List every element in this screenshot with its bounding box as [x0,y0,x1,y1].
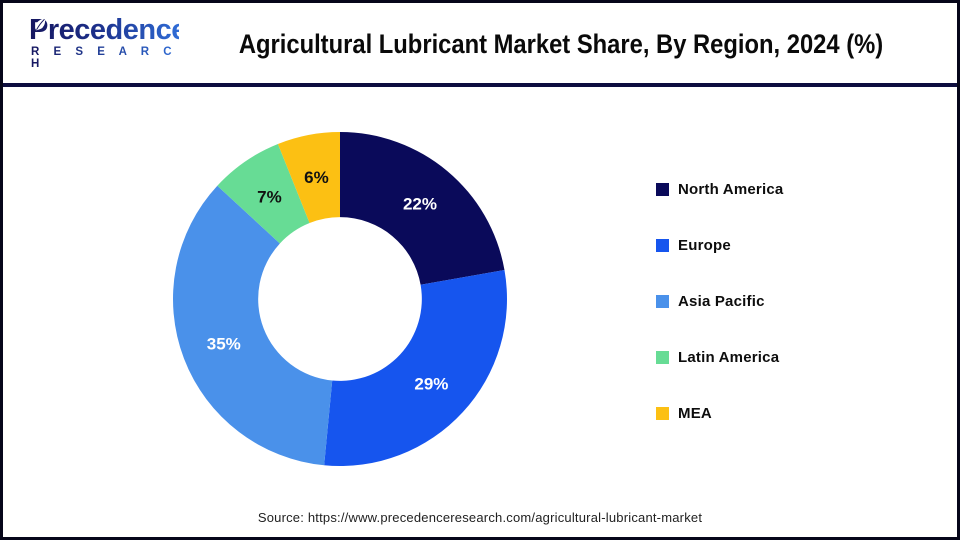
donut-chart: 22% 29% 35% 7% 6% [172,132,507,466]
donut-segment-europe [324,270,507,466]
legend-swatch-north-america [656,182,669,196]
brand-logo: Precedence R E S E A R C H [29,14,187,71]
brand-text: Precedence [29,14,187,46]
legend-label-asia-pacific: Asia Pacific [678,292,765,310]
donut-segment-north-america [340,132,505,285]
donut-value-label-asia-pacific: 35% [207,334,241,353]
donut-segment-mea [277,132,340,224]
donut-value-label-north-america: 22% [403,195,437,214]
legend-swatch-asia-pacific [656,294,669,308]
donut-segment-asia-pacific [172,185,333,466]
chart-legend: North America Europe Asia Pacific Latin Ame… [656,161,783,441]
source-text: Source: https://www.precedenceresearch.c… [257,510,703,525]
donut-value-label-mea: 6% [304,168,329,187]
legend-swatch-latin-america [656,350,669,364]
donut-value-label-latin-america: 7% [257,188,282,207]
legend-label-north-america: North America [678,180,784,198]
legend-swatch-mea [656,406,669,420]
legend-item-mea: MEA [656,385,783,441]
brand-subtitle: R E S E A R C H [31,46,178,71]
header-divider [3,83,957,87]
legend-item-asia-pacific: Asia Pacific [656,273,783,329]
legend-item-europe: Europe [656,217,783,273]
legend-swatch-europe [656,238,669,252]
page-title: Agricultural Lubricant Market Share, By … [238,29,884,59]
legend-label-europe: Europe [678,236,731,254]
legend-item-north-america: North America [656,161,783,217]
legend-item-latin-america: Latin America [656,329,783,385]
donut-segment-latin-america [217,143,310,244]
legend-label-latin-america: Latin America [678,348,780,366]
donut-value-label-europe: 29% [414,374,448,393]
legend-label-mea: MEA [678,404,712,422]
